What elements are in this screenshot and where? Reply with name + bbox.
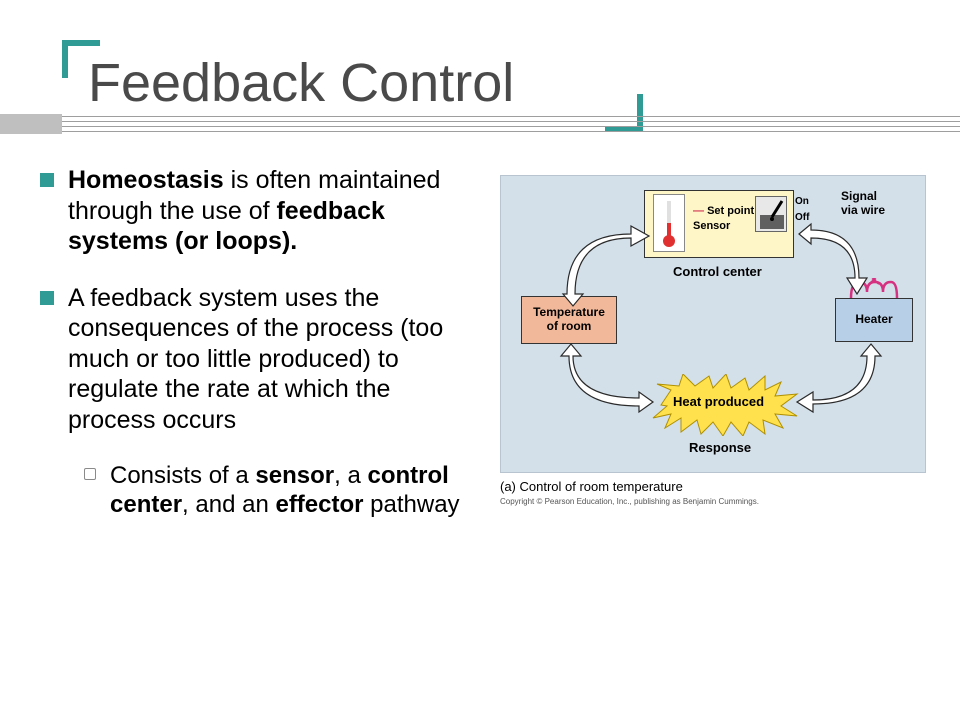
arrow-control-to-heater (799, 216, 877, 296)
diagram-copyright: Copyright © Pearson Education, Inc., pub… (500, 497, 926, 506)
bullet-square-icon (40, 291, 54, 305)
diagram-area: — Set point Sensor OnOff Control center … (500, 175, 926, 506)
bullet-square-icon (40, 173, 54, 187)
signal-label: Signalvia wire (841, 190, 885, 218)
bullet-text: A feedback system uses the consequences … (68, 283, 470, 436)
arrow-heater-to-response (795, 344, 885, 424)
diagram-box: — Set point Sensor OnOff Control center … (500, 175, 926, 473)
heater-node: Heater (835, 298, 913, 342)
sub-bullet-icon (84, 468, 96, 480)
bullet-item: A feedback system uses the consequences … (40, 283, 470, 436)
switch-icon (755, 196, 787, 232)
diagram-caption: (a) Control of room temperature (500, 479, 926, 494)
response-text: Heat produced (673, 394, 764, 409)
control-center-label: Control center (673, 264, 762, 279)
response-label: Response (689, 440, 751, 455)
arrow-response-to-sensor (545, 344, 655, 424)
bullet-item: Homeostasis is often maintained through … (40, 165, 470, 257)
sub-bullet-item: Consists of a sensor, a control center, … (84, 461, 470, 520)
arrow-sensor-to-control (549, 216, 649, 306)
title-bracket (62, 40, 68, 78)
slide-title: Feedback Control (88, 52, 522, 114)
content-column: Homeostasis is often maintained through … (40, 165, 470, 520)
sub-bullet-text: Consists of a sensor, a control center, … (110, 461, 470, 520)
thermometer-icon (653, 194, 685, 252)
title-stripe (0, 114, 960, 134)
control-center-text: — Set point Sensor (693, 204, 754, 235)
bullet-text: Homeostasis is often maintained through … (68, 165, 470, 257)
